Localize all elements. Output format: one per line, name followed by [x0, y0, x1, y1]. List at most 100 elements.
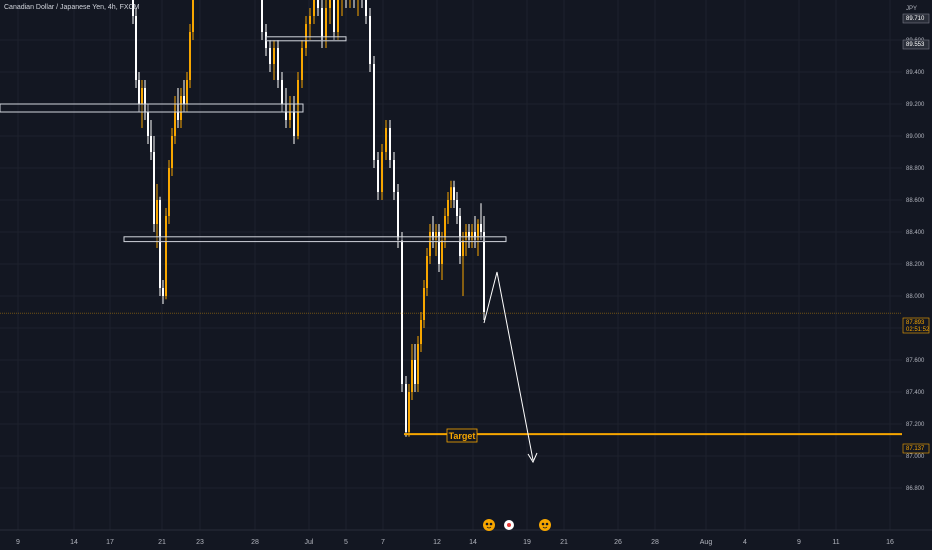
candle-body-m34 [397, 192, 399, 240]
time-tick-19: 16 [886, 539, 894, 546]
time-tick-12: 21 [560, 539, 568, 546]
emoji-icon-1-eye-right [489, 522, 493, 526]
record-icon-inner [507, 523, 511, 527]
time-axis[interactable]: 9 14 17 21 23 28 Jul 5 7 12 14 19 21 26 28 Aug 4 9 11 16 [0, 529, 932, 546]
candle-body-l13 [171, 136, 173, 168]
time-tick-4: 23 [196, 539, 204, 546]
candle-body-m32 [389, 128, 391, 160]
candle-body-m61 [480, 224, 482, 232]
price-tag-3: 87.137 [906, 446, 925, 452]
projection-arrow-path [483, 271, 534, 461]
candle-body-m45 [432, 232, 434, 240]
price-tick-1: 89.400 [906, 70, 925, 76]
time-tick-18: 11 [832, 539, 839, 546]
candle-body-m55 [462, 240, 464, 256]
price-tag-timer-2: 02:51:52 [906, 327, 930, 333]
emoji-icon-1-mouth [486, 526, 492, 529]
candle-body-m27 [369, 16, 371, 64]
candle-body-m12 [309, 16, 311, 24]
price-tag-bg-2 [902, 317, 930, 334]
price-tick-6: 88.400 [906, 230, 925, 236]
candle-body-m19 [337, 0, 339, 32]
candle-body-m44 [429, 232, 431, 256]
candle-body-m11 [305, 24, 307, 48]
time-tick-7: 5 [344, 539, 348, 546]
candle-body-m3 [273, 48, 275, 64]
candle-body-m58 [471, 232, 473, 240]
candle-body-m36 [405, 384, 407, 432]
price-tick-11: 87.400 [906, 390, 925, 396]
candle-body-m53 [456, 200, 458, 216]
candle-body-m39 [414, 360, 416, 384]
time-tick-0: 9 [16, 539, 20, 546]
candle-body-m4 [277, 48, 279, 80]
target-label-box [446, 428, 478, 443]
candle-body-m15 [321, 8, 323, 40]
candle-body-l4 [144, 88, 146, 112]
candle-body-m0 [261, 0, 263, 32]
candle-body-m50 [447, 200, 449, 216]
currency-label: JPY [906, 6, 917, 12]
time-tick-14: 28 [651, 539, 659, 546]
candle-body-l17 [183, 96, 185, 104]
candles-left-group [132, 0, 194, 304]
zone-resistance-mid [0, 103, 304, 113]
price-tag-bg-1 [902, 39, 930, 50]
candle-body-m16 [325, 8, 327, 40]
emoji-icon-2-mouth [542, 526, 548, 529]
candle-body-m57 [468, 232, 470, 240]
candle-body-m42 [423, 288, 425, 320]
time-tick-2: 17 [106, 539, 114, 546]
candle-body-l9 [159, 200, 161, 288]
candle-body-m60 [477, 224, 479, 240]
candle-body-m41 [420, 320, 422, 344]
price-tick-14: 86.800 [906, 486, 925, 492]
time-tick-15: Aug [700, 539, 713, 546]
candle-body-m47 [438, 232, 440, 264]
emoji-icon-2-eye-right [545, 522, 549, 526]
symbol-title: Canadian Dollar / Japanese Yen, 4h, FXCM [4, 4, 140, 11]
price-tag-2: 87.893 [906, 320, 925, 326]
time-tick-16: 4 [743, 539, 747, 546]
candle-body-m9 [297, 80, 299, 136]
candle-body-l8 [156, 200, 158, 224]
price-tick-10: 87.600 [906, 358, 925, 364]
candle-body-m30 [381, 152, 383, 192]
time-tick-8: 7 [381, 539, 385, 546]
zone-support [123, 236, 507, 243]
candle-body-l5 [147, 112, 149, 136]
candle-body-m5 [281, 80, 283, 104]
projection-arrow-head [527, 452, 538, 464]
emoji-icon-1-face [483, 519, 495, 531]
zones[interactable] [0, 36, 507, 243]
candle-body-m8 [293, 104, 295, 136]
zone-resistance-top [265, 36, 347, 42]
candle-body-m29 [377, 160, 379, 192]
candle-body-l7 [153, 152, 155, 224]
candle-body-l10 [162, 288, 164, 296]
candle-body-m18 [333, 0, 335, 32]
candle-body-l20 [192, 0, 194, 32]
emoji-icon-1-eye-left [485, 522, 489, 526]
candle-body-m28 [373, 64, 375, 160]
annotations[interactable]: Target [0, 271, 902, 464]
time-tick-1: 14 [70, 539, 78, 546]
price-axis[interactable]: JPY89.60089.40089.20089.00088.80088.6008… [902, 0, 932, 550]
price-tick-13: 87.000 [906, 454, 925, 460]
candle-body-m54 [459, 216, 461, 256]
price-tick-7: 88.200 [906, 262, 925, 268]
candle-body-l14 [174, 104, 176, 136]
price-tag-bg-0 [902, 13, 930, 24]
candle-body-m52 [453, 187, 455, 200]
bottom-icons[interactable] [483, 519, 551, 531]
symbol-legend[interactable]: Canadian Dollar / Japanese Yen, 4h, FXCM [4, 4, 139, 11]
candle-body-l18 [186, 80, 188, 104]
price-tag-1: 89.553 [906, 42, 925, 48]
candle-body-l3 [141, 88, 143, 104]
time-tick-10: 14 [469, 539, 477, 546]
price-tick-3: 89.000 [906, 134, 925, 140]
candle-body-m51 [450, 187, 452, 200]
price-tick-2: 89.200 [906, 102, 925, 108]
